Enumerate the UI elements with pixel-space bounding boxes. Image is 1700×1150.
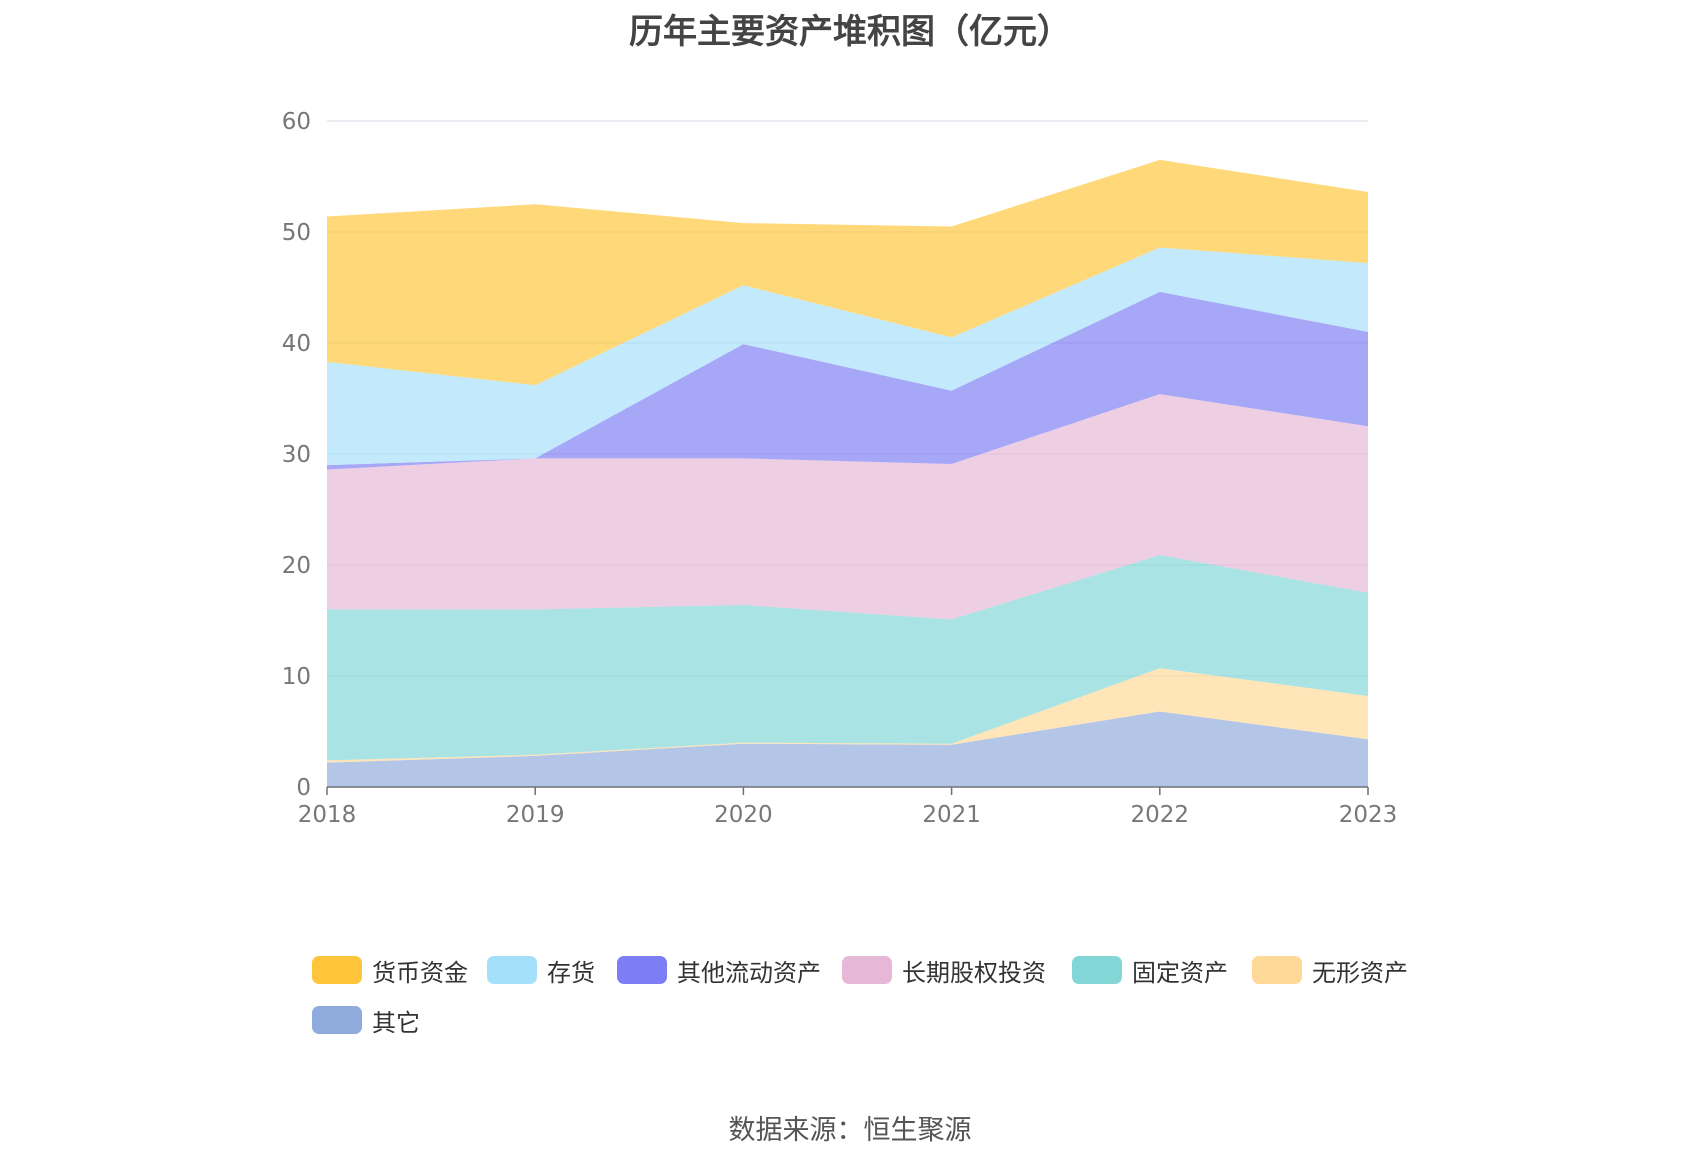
area-series-layer — [327, 159, 1368, 787]
legend-swatch — [617, 956, 667, 984]
legend-swatch — [312, 1006, 362, 1034]
legend-item[interactable]: 无形资产 — [1252, 955, 1408, 987]
legend-label: 无形资产 — [1312, 958, 1408, 987]
area-series-3 — [327, 394, 1368, 620]
area-series-0 — [327, 711, 1368, 787]
x-tick-label: 2019 — [506, 802, 565, 828]
axes: 0 10 20 30 40 50 60 2018 2019 2020 2021 2022 2023 — [282, 109, 1398, 828]
x-tick-label: 2018 — [298, 802, 357, 828]
x-tick-label: 2021 — [922, 802, 981, 828]
legend-item[interactable]: 长期股权投资 — [842, 955, 1046, 987]
legend-item[interactable]: 货币资金 — [312, 955, 468, 987]
y-tick-label: 10 — [282, 664, 311, 690]
legend-label: 存货 — [547, 958, 595, 987]
legend-item[interactable]: 其它 — [312, 1005, 420, 1037]
legend-label: 货币资金 — [372, 958, 468, 987]
legend-swatch — [1252, 956, 1302, 984]
y-tick-label: 50 — [282, 220, 311, 246]
legend-label: 固定资产 — [1132, 958, 1228, 987]
legend-item[interactable]: 存货 — [487, 955, 595, 987]
y-tick-label: 60 — [282, 109, 311, 135]
legend-label: 其他流动资产 — [677, 958, 821, 987]
legend-item[interactable]: 固定资产 — [1072, 955, 1228, 987]
legend-label: 长期股权投资 — [902, 958, 1046, 987]
area-series-4 — [327, 291, 1368, 470]
data-source-note: 数据来源：恒生聚源 — [728, 1115, 972, 1146]
legend-item[interactable]: 其他流动资产 — [617, 955, 821, 987]
area-series-1 — [327, 668, 1368, 763]
legend-label: 其它 — [372, 1008, 420, 1037]
area-series-6 — [327, 159, 1368, 386]
x-tick-label: 2020 — [714, 802, 773, 828]
legend-swatch — [1072, 956, 1122, 984]
y-tick-label: 40 — [282, 331, 311, 357]
y-tick-label: 20 — [282, 553, 311, 579]
chart-title: 历年主要资产堆积图（亿元） — [629, 12, 1071, 52]
y-tick-label: 30 — [282, 442, 311, 468]
area-series-5 — [327, 247, 1368, 466]
y-tick-label: 0 — [296, 775, 311, 801]
legend-swatch — [842, 956, 892, 984]
legend-swatch — [312, 956, 362, 984]
x-tick-label: 2023 — [1339, 802, 1398, 828]
area-series-2 — [327, 555, 1368, 761]
x-tick-label: 2022 — [1131, 802, 1190, 828]
legend-swatch — [487, 956, 537, 984]
